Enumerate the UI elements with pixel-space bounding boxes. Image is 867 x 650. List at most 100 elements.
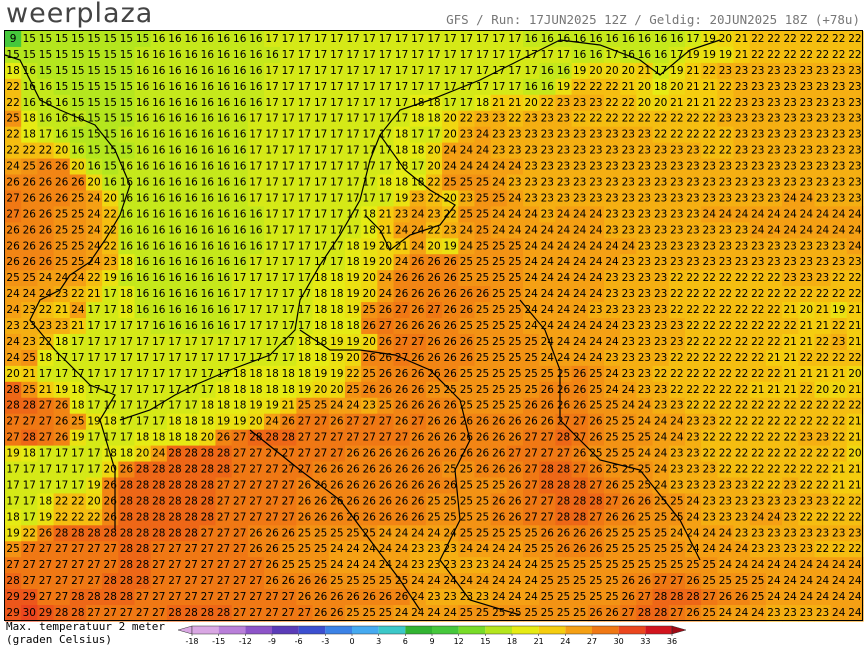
value: 27 [249, 464, 262, 476]
value: 26 [460, 416, 474, 428]
value: 16 [217, 129, 231, 141]
value: 28 [686, 591, 699, 603]
value: 16 [136, 129, 150, 141]
value: 17 [249, 192, 262, 204]
cell [53, 110, 71, 128]
value: 16 [136, 161, 150, 173]
value: 26 [395, 368, 409, 380]
cell [458, 94, 476, 112]
value: 23 [541, 145, 554, 157]
colorbar-segment [218, 626, 246, 634]
cell [264, 126, 281, 144]
value: 27 [6, 416, 19, 428]
value: 17 [104, 432, 117, 444]
value: 19 [346, 304, 359, 316]
value: 22 [751, 304, 764, 316]
cell [53, 126, 71, 144]
value: 27 [201, 591, 214, 603]
value: 23 [783, 256, 796, 268]
value: 23 [460, 129, 473, 141]
field [5, 31, 864, 622]
cell [102, 62, 119, 80]
value: 24 [444, 527, 458, 539]
value: 23 [654, 400, 667, 412]
cell [361, 126, 378, 144]
value: 23 [411, 543, 424, 555]
value: 26 [411, 352, 425, 364]
value: 24 [524, 559, 538, 571]
value: 28 [120, 495, 133, 507]
value: 17 [152, 368, 165, 380]
value: 27 [282, 479, 295, 491]
value: 26 [686, 575, 700, 587]
value: 16 [120, 224, 134, 236]
value: 27 [703, 591, 716, 603]
colorbar-label: 0 [349, 637, 354, 646]
cell [215, 62, 233, 80]
value: 15 [120, 49, 133, 61]
value: 23 [767, 145, 780, 157]
value: 16 [233, 161, 247, 173]
value: 17 [654, 65, 667, 77]
value: 26 [492, 416, 506, 428]
value: 18 [265, 368, 278, 380]
value: 28 [6, 575, 19, 587]
cell [328, 110, 346, 128]
value: 25 [589, 448, 602, 460]
colorbar-label: 12 [454, 637, 464, 646]
value: 16 [265, 49, 279, 61]
cell [280, 78, 297, 96]
value: 16 [589, 49, 603, 61]
cell [620, 31, 637, 48]
value: 23 [6, 320, 19, 332]
value: 15 [71, 97, 84, 109]
value: 17 [55, 368, 68, 380]
value: 17 [87, 400, 100, 412]
value: 28 [104, 575, 117, 587]
value: 25 [492, 400, 505, 412]
value: 16 [136, 304, 150, 316]
value: 24 [589, 224, 603, 236]
value: 21 [622, 81, 635, 93]
value: 17 [168, 384, 181, 396]
value: 22 [816, 336, 829, 348]
value: 23 [735, 65, 748, 77]
value: 24 [735, 543, 749, 555]
value: 23 [444, 591, 457, 603]
value: 23 [524, 176, 537, 188]
colorbar-segment [352, 626, 379, 634]
value: 23 [654, 240, 667, 252]
value: 16 [152, 81, 166, 93]
value: 27 [265, 479, 278, 491]
value: 19 [330, 368, 343, 380]
value: 25 [460, 479, 473, 491]
cell [215, 126, 233, 144]
value: 25 [492, 320, 505, 332]
value: 23 [703, 161, 716, 173]
cell [620, 94, 637, 112]
value: 27 [249, 559, 262, 571]
value: 24 [686, 511, 700, 523]
value: 16 [104, 176, 118, 188]
colorbar-segment [245, 626, 272, 634]
cell [668, 110, 686, 128]
cell [765, 46, 783, 64]
value: 17 [282, 97, 295, 109]
value: 23 [622, 368, 635, 380]
value: 17 [104, 400, 117, 412]
value: 27 [524, 448, 537, 460]
value: 23 [751, 129, 764, 141]
value: 25 [703, 559, 716, 571]
value: 23 [783, 543, 796, 555]
value: 16 [184, 224, 198, 236]
value: 19 [71, 432, 84, 444]
value: 23 [622, 192, 635, 204]
value: 17 [379, 145, 392, 157]
cell [328, 94, 346, 112]
value: 17 [427, 129, 440, 141]
value: 17 [314, 129, 327, 141]
value: 22 [622, 113, 635, 125]
value: 17 [314, 224, 327, 236]
value: 16 [152, 256, 166, 268]
value: 16 [136, 208, 150, 220]
